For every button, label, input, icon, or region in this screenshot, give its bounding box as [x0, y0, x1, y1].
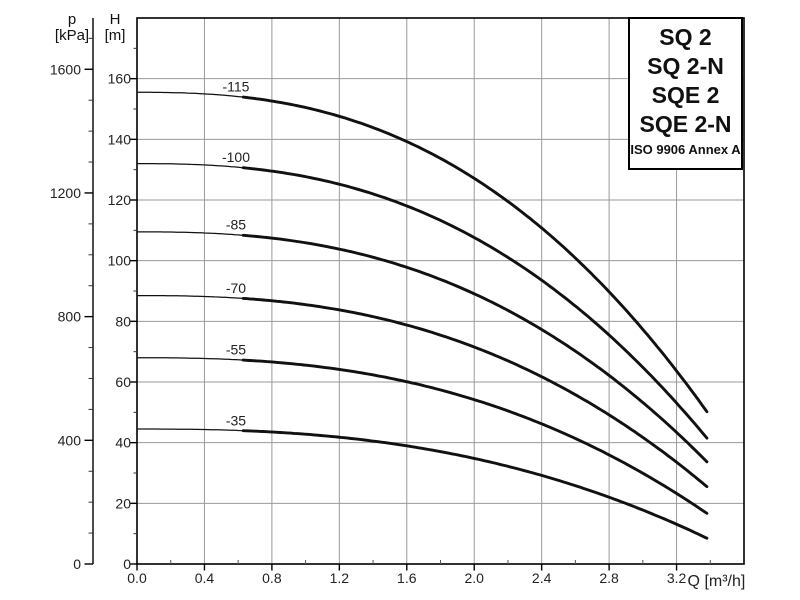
- pump-curve-thin--35: [136, 428, 244, 432]
- head-tick-label: 100: [108, 253, 132, 269]
- flow-axis-title-label: Q [m³/h]: [688, 573, 746, 590]
- pressure-tick-label: 800: [58, 309, 82, 325]
- curve-label--35: -35: [226, 412, 246, 428]
- curve-label--55: -55: [226, 342, 246, 358]
- legend-model-sq2n: SQ 2-N: [647, 53, 724, 79]
- legend-model-sqe2: SQE 2: [651, 82, 720, 108]
- head-tick-label: 140: [108, 131, 132, 147]
- pump-curve-thick--115: [241, 95, 709, 414]
- head-tick-label: 40: [115, 435, 131, 451]
- head-tick-label: 120: [108, 192, 132, 208]
- pressure-axis-title: p [kPa]: [46, 12, 98, 44]
- legend-standard-text: ISO 9906 Annex A: [630, 142, 741, 157]
- x-tick-label: 2.8: [599, 570, 619, 586]
- legend-model-sq2: SQ 2: [659, 24, 712, 50]
- head-tick-label: 20: [115, 495, 131, 511]
- head-axis-title: H [m]: [92, 12, 138, 44]
- x-tick-label: 0.8: [262, 570, 282, 586]
- pump-curve-thin--55: [136, 357, 244, 361]
- curve-label--85: -85: [226, 217, 246, 233]
- x-tick-label: 2.4: [532, 570, 552, 586]
- head-tick-label: 60: [115, 374, 131, 390]
- pump-curve-thick--55: [241, 358, 709, 515]
- curve-label--115: -115: [222, 78, 249, 94]
- head-axis-symbol: H: [109, 11, 121, 28]
- pressure-tick-label: 1200: [50, 185, 81, 201]
- pressure-tick-label: 1600: [50, 61, 81, 77]
- pressure-tick-label: 400: [58, 432, 82, 448]
- curve-label--100: -100: [222, 149, 250, 165]
- head-tick-label: 0: [123, 556, 131, 572]
- pump-curve-thin--70: [136, 294, 244, 300]
- pump-curve-thin--100: [136, 162, 244, 169]
- x-tick-label: 1.6: [397, 570, 417, 586]
- pump-curve-thin--85: [136, 231, 244, 236]
- x-tick-label: 1.2: [330, 570, 350, 586]
- pump-curve-thick--35: [241, 429, 709, 540]
- legend-model-sqe2n: SQE 2-N: [639, 111, 732, 137]
- pressure-axis-symbol: p: [67, 11, 77, 28]
- pump-curve-thick--70: [241, 296, 709, 489]
- legend-box: SQ 2 SQ 2-N SQE 2 SQE 2-N ISO 9906 Annex…: [628, 17, 743, 170]
- pump-curve-thin--115: [136, 91, 244, 98]
- head-tick-label: 160: [108, 71, 132, 87]
- head-tick-label: 80: [115, 313, 131, 329]
- pump-curve-thick--100: [241, 166, 709, 440]
- head-axis-unit: [m]: [104, 27, 126, 44]
- x-tick-label: 2.0: [464, 570, 484, 586]
- curve-label--70: -70: [226, 280, 246, 296]
- x-tick-label: 3.2: [667, 570, 687, 586]
- pressure-axis-unit: [kPa]: [54, 27, 90, 44]
- x-tick-label: 0.4: [195, 570, 215, 586]
- x-tick-label: 0.0: [127, 570, 147, 586]
- pump-curve-thick--85: [241, 233, 709, 464]
- pressure-tick-label: 0: [73, 556, 81, 572]
